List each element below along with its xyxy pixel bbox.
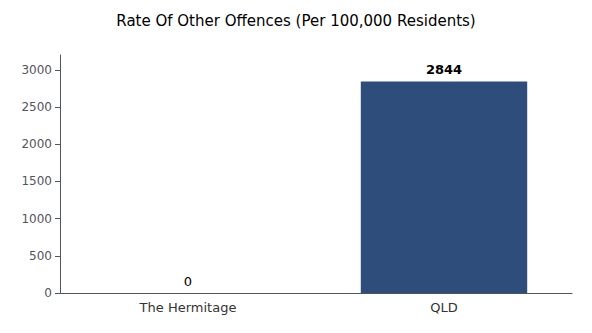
svg-text:2844: 2844 — [426, 62, 462, 77]
svg-text:2000: 2000 — [21, 137, 52, 151]
svg-text:0: 0 — [184, 274, 192, 289]
svg-text:3000: 3000 — [21, 63, 52, 77]
svg-text:0: 0 — [44, 286, 52, 300]
svg-text:1500: 1500 — [21, 174, 52, 188]
svg-text:Rate Of Other Offences (Per 10: Rate Of Other Offences (Per 100,000 Resi… — [116, 12, 475, 30]
svg-text:QLD: QLD — [430, 300, 458, 315]
svg-text:1000: 1000 — [21, 212, 52, 226]
svg-text:500: 500 — [29, 249, 52, 263]
svg-text:The Hermitage: The Hermitage — [139, 300, 237, 315]
svg-text:2500: 2500 — [21, 100, 52, 114]
